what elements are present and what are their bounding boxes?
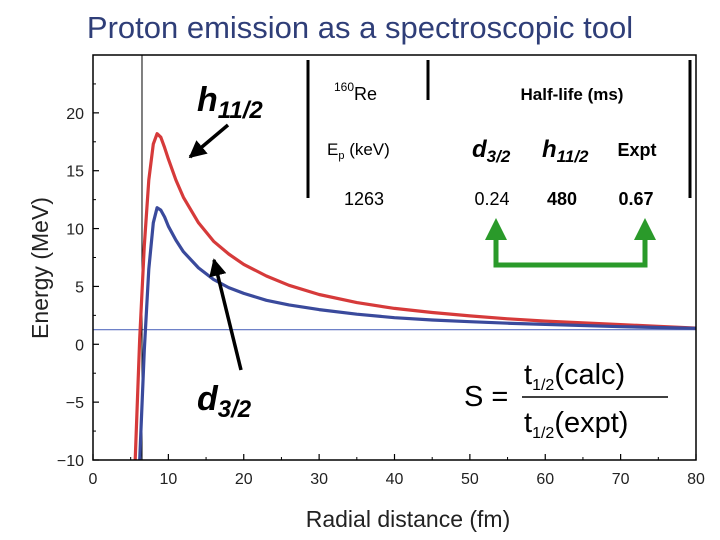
ep-header: Ep (keV) — [327, 140, 390, 162]
halflife-table: 160Re Half-life (ms) Ep (keV) d3/2 h11/2… — [306, 60, 692, 268]
y-tick-label: 20 — [66, 106, 84, 123]
d3-2-arrow — [209, 258, 243, 371]
slide-title: Proton emission as a spectroscopic tool — [86, 10, 634, 45]
y-tick-label: 15 — [66, 164, 84, 181]
spectroscopic-factor-formula: S = t1/2(calc) t1/2(expt) — [464, 359, 668, 442]
expt-header: Expt — [617, 140, 656, 160]
curves-layer — [93, 55, 697, 461]
formula-denominator: t1/2(expt) — [524, 407, 628, 442]
x-tick-label: 10 — [159, 471, 177, 488]
ep-value: 1263 — [344, 189, 384, 209]
x-tick-label: 20 — [235, 471, 253, 488]
x-tick-label: 80 — [687, 471, 705, 488]
y-tick-label: 0 — [75, 337, 84, 354]
d3-2-value: 0.24 — [474, 189, 509, 209]
y-tick-label: 10 — [66, 222, 84, 239]
h11-2-header: h11/2 — [542, 136, 589, 166]
y-tick-label: 5 — [75, 279, 84, 296]
d3-2-annotation: d3/2 — [197, 380, 252, 423]
h11-2-value: 480 — [547, 189, 577, 209]
y-tick-label: −10 — [57, 453, 84, 470]
nucleus-label: 160Re — [334, 80, 377, 104]
d3-2-header: d3/2 — [472, 136, 511, 166]
plot-frame — [92, 54, 697, 461]
x-tick-label: 70 — [612, 471, 630, 488]
x-tick-label: 60 — [536, 471, 554, 488]
comparison-arrowhead-left — [485, 218, 507, 240]
x-tick-label: 30 — [310, 471, 328, 488]
series-h11-2-line — [133, 132, 697, 461]
comparison-arrowhead-right — [634, 218, 656, 240]
x-tick-label: 50 — [461, 471, 479, 488]
y-tick-label: −5 — [66, 395, 84, 412]
formula-lhs: S = — [464, 381, 508, 413]
x-tick-label: 0 — [89, 471, 98, 488]
comparison-bracket — [493, 238, 648, 268]
h11-2-annotation: h11/2 — [197, 81, 263, 124]
formula-numerator: t1/2(calc) — [524, 359, 625, 394]
series-d3-2-line — [138, 206, 697, 461]
expt-value: 0.67 — [618, 189, 653, 209]
y-axis-label: Energy (MeV) — [27, 197, 53, 339]
x-tick-label: 40 — [386, 471, 404, 488]
halflife-header: Half-life (ms) — [521, 85, 624, 104]
x-axis-label: Radial distance (fm) — [306, 506, 511, 532]
h11-2-arrow — [188, 123, 230, 159]
